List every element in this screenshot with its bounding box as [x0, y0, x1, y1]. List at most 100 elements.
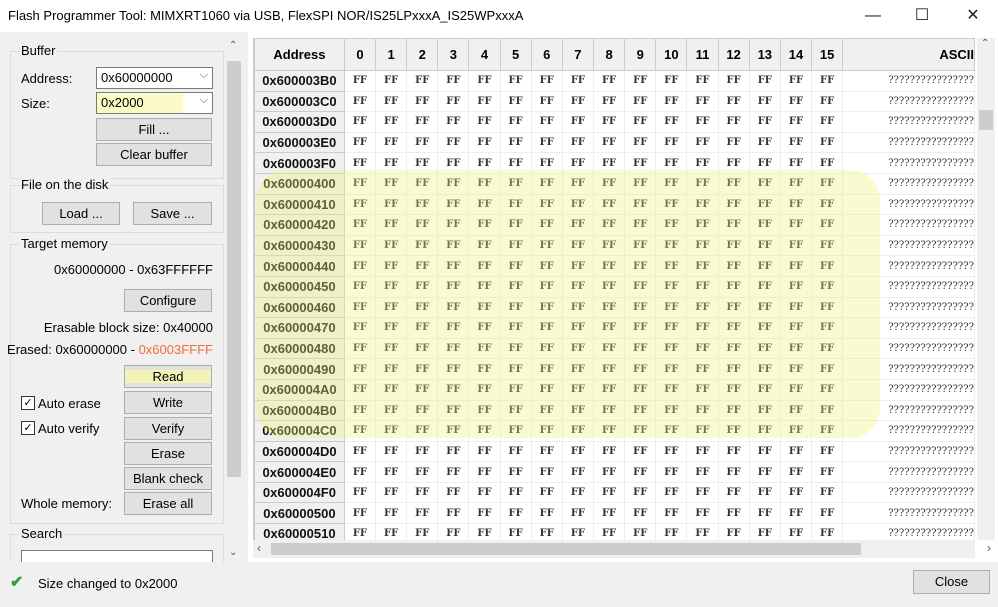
- byte-cell[interactable]: FF: [561, 214, 594, 236]
- byte-cell[interactable]: FF: [779, 440, 813, 463]
- byte-cell[interactable]: FF: [374, 440, 408, 463]
- byte-cell[interactable]: FF: [748, 234, 781, 257]
- byte-cell[interactable]: FF: [686, 90, 719, 113]
- byte-cell[interactable]: FF: [530, 399, 563, 422]
- byte-cell[interactable]: FF: [530, 420, 563, 442]
- byte-cell[interactable]: FF: [530, 131, 563, 154]
- byte-cell[interactable]: FF: [530, 461, 563, 483]
- column-header[interactable]: 8: [592, 38, 626, 71]
- ascii-cell[interactable]: ????????????????: [842, 502, 975, 525]
- byte-cell[interactable]: FF: [717, 90, 750, 113]
- byte-cell[interactable]: FF: [686, 234, 719, 257]
- ascii-cell[interactable]: ????????????????: [842, 152, 975, 174]
- byte-cell[interactable]: FF: [343, 337, 377, 360]
- byte-cell[interactable]: FF: [374, 317, 408, 339]
- byte-cell[interactable]: FF: [561, 172, 594, 195]
- byte-cell[interactable]: FF: [592, 234, 626, 257]
- byte-cell[interactable]: FF: [592, 378, 626, 401]
- byte-cell[interactable]: FF: [468, 358, 501, 380]
- byte-cell[interactable]: FF: [437, 131, 470, 154]
- byte-cell[interactable]: FF: [468, 399, 501, 422]
- byte-cell[interactable]: FF: [343, 193, 377, 216]
- byte-cell[interactable]: FF: [624, 502, 657, 525]
- byte-cell[interactable]: FF: [655, 440, 688, 463]
- byte-cell[interactable]: FF: [686, 420, 719, 442]
- byte-cell[interactable]: FF: [374, 420, 408, 442]
- byte-cell[interactable]: FF: [779, 523, 813, 540]
- column-header[interactable]: 6: [530, 38, 563, 71]
- byte-cell[interactable]: FF: [530, 193, 563, 216]
- byte-cell[interactable]: FF: [686, 172, 719, 195]
- column-header[interactable]: 2: [406, 38, 439, 71]
- byte-cell[interactable]: FF: [686, 214, 719, 236]
- column-header[interactable]: 0: [343, 38, 377, 71]
- byte-cell[interactable]: FF: [717, 358, 750, 380]
- byte-cell[interactable]: FF: [499, 378, 532, 401]
- byte-cell[interactable]: FF: [561, 111, 594, 133]
- byte-cell[interactable]: FF: [592, 440, 626, 463]
- byte-cell[interactable]: FF: [624, 152, 657, 174]
- byte-cell[interactable]: FF: [499, 296, 532, 319]
- byte-cell[interactable]: FF: [624, 296, 657, 319]
- ascii-header[interactable]: ASCII: [842, 38, 975, 71]
- byte-cell[interactable]: FF: [811, 90, 844, 113]
- ascii-cell[interactable]: ????????????????: [842, 255, 975, 277]
- table-row[interactable]: 0x60000400 FF FF FF FF FF FF FF FF FF FF FF FF FF FF FF…: [254, 172, 975, 195]
- ascii-cell[interactable]: ????????????????: [842, 131, 975, 154]
- byte-cell[interactable]: FF: [779, 131, 813, 154]
- byte-cell[interactable]: FF: [343, 234, 377, 257]
- byte-cell[interactable]: FF: [592, 172, 626, 195]
- byte-cell[interactable]: FF: [779, 378, 813, 401]
- chevron-down-icon[interactable]: ⌵: [199, 69, 208, 81]
- byte-cell[interactable]: FF: [468, 420, 501, 442]
- byte-cell[interactable]: FF: [437, 461, 470, 483]
- byte-cell[interactable]: FF: [437, 70, 470, 92]
- byte-cell[interactable]: FF: [592, 131, 626, 154]
- byte-cell[interactable]: FF: [561, 378, 594, 401]
- byte-cell[interactable]: FF: [717, 70, 750, 92]
- table-row[interactable]: 0x60000500 FF FF FF FF FF FF FF FF FF FF FF FF FF FF FF…: [254, 502, 975, 525]
- byte-cell[interactable]: FF: [686, 275, 719, 298]
- table-row[interactable]: 0x600004C0 FF FF FF FF FF FF FF FF FF FF FF FF FF FF FF…: [254, 420, 975, 442]
- grid-scroll-thumb[interactable]: [979, 110, 993, 130]
- table-row[interactable]: 0x60000470 FF FF FF FF FF FF FF FF FF FF FF FF FF FF FF…: [254, 317, 975, 339]
- byte-cell[interactable]: FF: [748, 111, 781, 133]
- byte-cell[interactable]: FF: [406, 378, 439, 401]
- byte-cell[interactable]: FF: [437, 337, 470, 360]
- byte-cell[interactable]: FF: [406, 481, 439, 504]
- byte-cell[interactable]: FF: [717, 523, 750, 540]
- chevron-down-icon[interactable]: ⌵: [199, 94, 208, 106]
- byte-cell[interactable]: FF: [374, 214, 408, 236]
- byte-cell[interactable]: FF: [686, 296, 719, 319]
- byte-cell[interactable]: FF: [468, 461, 501, 483]
- byte-cell[interactable]: FF: [374, 152, 408, 174]
- byte-cell[interactable]: FF: [468, 193, 501, 216]
- ascii-cell[interactable]: ????????????????: [842, 90, 975, 113]
- byte-cell[interactable]: FF: [717, 172, 750, 195]
- byte-cell[interactable]: FF: [468, 378, 501, 401]
- byte-cell[interactable]: FF: [437, 234, 470, 257]
- ascii-cell[interactable]: ????????????????: [842, 70, 975, 92]
- table-row[interactable]: 0x600004F0 FF FF FF FF FF FF FF FF FF FF FF FF FF FF FF…: [254, 481, 975, 504]
- byte-cell[interactable]: FF: [655, 193, 688, 216]
- byte-cell[interactable]: FF: [499, 481, 532, 504]
- byte-cell[interactable]: FF: [779, 152, 813, 174]
- byte-cell[interactable]: FF: [655, 70, 688, 92]
- byte-cell[interactable]: FF: [468, 152, 501, 174]
- byte-cell[interactable]: FF: [717, 255, 750, 277]
- byte-cell[interactable]: FF: [499, 234, 532, 257]
- byte-cell[interactable]: FF: [499, 399, 532, 422]
- byte-cell[interactable]: FF: [406, 214, 439, 236]
- byte-cell[interactable]: FF: [748, 523, 781, 540]
- byte-cell[interactable]: FF: [374, 296, 408, 319]
- byte-cell[interactable]: FF: [811, 131, 844, 154]
- byte-cell[interactable]: FF: [406, 131, 439, 154]
- byte-cell[interactable]: FF: [499, 461, 532, 483]
- byte-cell[interactable]: FF: [530, 275, 563, 298]
- byte-cell[interactable]: FF: [437, 399, 470, 422]
- byte-cell[interactable]: FF: [717, 461, 750, 483]
- byte-cell[interactable]: FF: [811, 317, 844, 339]
- byte-cell[interactable]: FF: [343, 461, 377, 483]
- erase-all-button[interactable]: Erase all: [124, 492, 212, 515]
- byte-cell[interactable]: FF: [406, 358, 439, 380]
